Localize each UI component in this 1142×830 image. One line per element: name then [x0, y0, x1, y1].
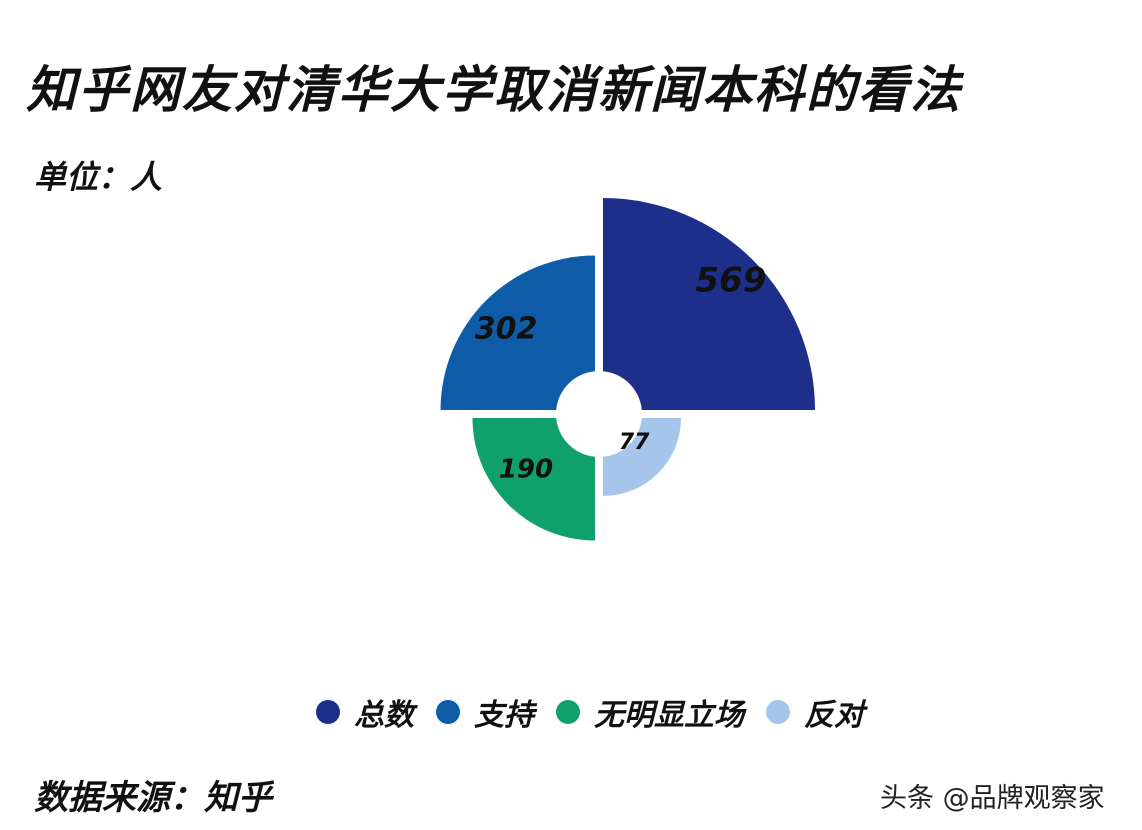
legend-label: 反对 — [804, 698, 864, 733]
legend-item-neutral: 无明显立场 — [556, 690, 744, 734]
chart-legend: 总数 支持 无明显立场 反对 — [316, 690, 886, 734]
chart-value-labels: 569 302 190 77 — [475, 261, 767, 485]
legend-dot — [766, 700, 790, 724]
value-label-support: 302 — [475, 311, 538, 346]
unit-label: 单位：人 — [34, 158, 163, 196]
value-label-total: 569 — [695, 261, 766, 301]
watermark: 头条 @品牌观察家 — [880, 783, 1105, 814]
legend-dot — [316, 700, 340, 724]
legend-item-support: 支持 — [436, 690, 534, 734]
sector-neutral — [472, 418, 595, 541]
legend-dot — [556, 700, 580, 724]
legend-item-total: 总数 — [316, 690, 414, 734]
legend-label: 无明显立场 — [594, 698, 744, 733]
sector-total — [603, 198, 815, 410]
legend-item-oppose: 反对 — [766, 690, 864, 734]
chart-sectors — [440, 198, 815, 541]
sector-support — [440, 255, 595, 410]
data-source: 数据来源：知乎 — [34, 778, 272, 818]
value-label-neutral: 190 — [499, 454, 553, 484]
chart-center-hole — [556, 371, 642, 457]
legend-dot — [436, 700, 460, 724]
legend-label: 支持 — [474, 698, 534, 733]
chart-title: 知乎网友对清华大学取消新闻本科的看法 — [26, 61, 962, 119]
value-label-oppose: 77 — [619, 430, 650, 455]
legend-label: 总数 — [354, 698, 414, 733]
